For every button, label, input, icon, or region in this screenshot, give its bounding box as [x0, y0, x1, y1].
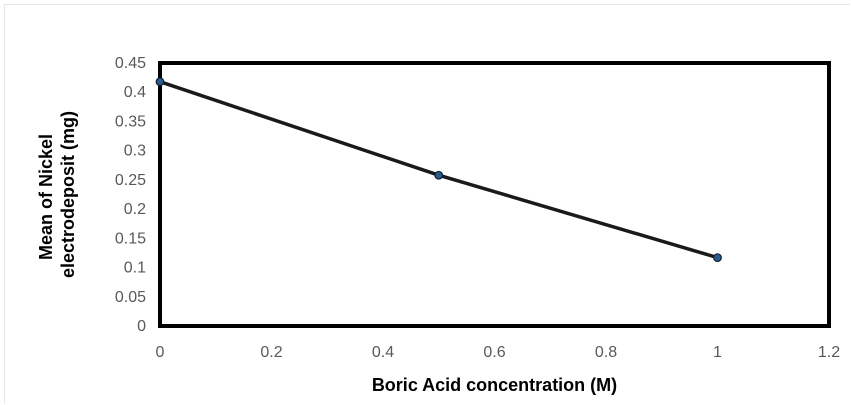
- y-tick-label: 0.2: [124, 201, 146, 218]
- data-point: [155, 77, 165, 87]
- y-axis-title-line-2: electrodeposit (mg): [58, 111, 78, 278]
- x-tick-label: 0.8: [595, 344, 617, 361]
- y-tick-label: 0.25: [115, 172, 146, 189]
- x-tick-label: 0: [156, 344, 165, 361]
- x-tick-label: 0.2: [260, 344, 282, 361]
- data-point: [713, 253, 722, 263]
- x-tick-label: 1.2: [818, 344, 840, 361]
- y-tick-label: 0: [137, 318, 146, 335]
- x-tick-label: 1: [713, 344, 722, 361]
- series-line: [159, 80, 718, 260]
- x-tick-label: 0.4: [372, 344, 394, 361]
- y-tick-label: 0.4: [124, 84, 146, 101]
- chart-frame: [4, 4, 850, 404]
- y-axis: 0 0.05 0.1 0.15 0.2 0.25 0.3 0.35 0.4 0.45: [115, 55, 146, 335]
- x-axis-title: Boric Acid concentration (M): [372, 375, 617, 395]
- x-tick-label: 0.6: [483, 344, 505, 361]
- data-point: [434, 170, 444, 180]
- y-tick-label: 0.35: [115, 113, 146, 130]
- y-axis-title-line-1: Mean of Nickel: [36, 134, 56, 260]
- y-tick-label: 0.1: [124, 260, 146, 277]
- y-tick-label: 0.45: [115, 55, 146, 72]
- y-tick-label: 0.05: [115, 289, 146, 306]
- y-tick-label: 0.15: [115, 230, 146, 247]
- plot-area: [158, 61, 831, 328]
- data-series: [155, 77, 722, 263]
- y-tick-label: 0.3: [124, 143, 146, 160]
- x-axis: 0 0.2 0.4 0.6 0.8 1 1.2: [156, 344, 841, 361]
- y-axis-title: Mean of Nickel electrodeposit (mg): [36, 111, 78, 278]
